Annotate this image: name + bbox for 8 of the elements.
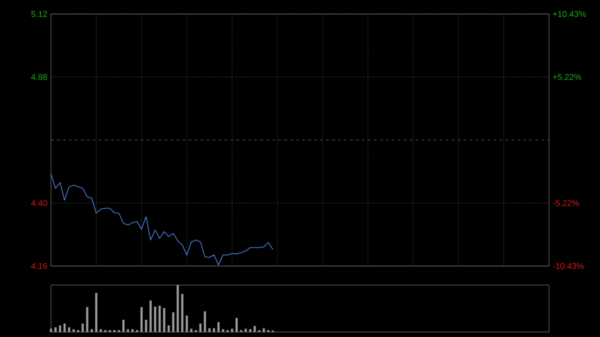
y2-tick-label: -10.43% (552, 263, 584, 269)
y2-tick-label: -5.22% (552, 200, 580, 206)
y-tick-label: 4.88 (31, 74, 48, 80)
y2-tick-label: +5.22% (552, 74, 582, 80)
y-tick-label: 4.16 (31, 263, 48, 269)
y-tick-label: 5.12 (31, 11, 48, 17)
y2-tick-label: +10.43% (552, 11, 586, 17)
y-tick-label: 4.40 (31, 200, 48, 206)
